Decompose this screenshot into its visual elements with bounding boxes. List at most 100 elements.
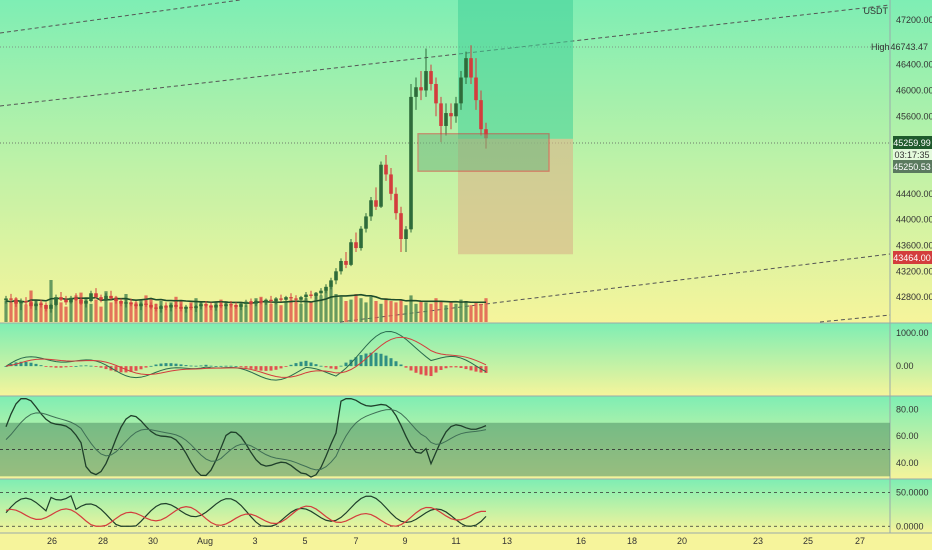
macd-histogram-bar [44,366,48,367]
long-position-tool[interactable] [458,0,573,255]
macd-histogram-bar [214,366,218,367]
volume-bar [169,302,173,322]
candle-body [319,290,323,294]
candle-body [49,304,53,309]
macd-histogram-bar [439,366,443,370]
volume-bar [334,294,338,322]
macd-histogram-bar [284,366,288,367]
candle-body [269,299,273,302]
candle-body [134,304,138,307]
candle-body [229,304,233,306]
macd-histogram-bar [279,366,283,369]
candle-body [59,297,63,300]
candle-body [259,301,263,303]
candle-body [104,295,108,300]
macd-signal-line [5,336,487,378]
range-rectangle[interactable] [417,133,550,172]
macd-histogram-bar [249,366,253,369]
rsi-ma-line [5,409,487,471]
rsi-indicator [0,398,890,478]
range-box[interactable] [417,133,550,172]
macd-histogram-bar [319,365,323,367]
candle-body [144,303,148,305]
macd-histogram-bar [189,365,193,367]
currency-label: USDT [864,6,889,16]
volume-bar [424,302,428,322]
macd-histogram-bar [399,364,403,367]
candle-body [94,293,98,298]
volume-bar [179,301,183,322]
candle-body [64,299,68,303]
volume-bar [144,295,148,322]
dmi-panel-bg [0,479,932,533]
price-axis-tick: 80.00 [896,404,919,414]
macd-histogram-bar [99,366,103,368]
macd-histogram-bar [139,366,143,370]
volume-bar [94,299,98,322]
candle-body [204,304,208,306]
volume-bar [284,302,288,322]
macd-histogram-bar [434,366,438,373]
trendline[interactable] [0,0,241,34]
candle-body [224,304,228,307]
candle-body [274,298,278,302]
candle-body [264,299,268,303]
candle-body [459,77,463,104]
candle-body [359,228,363,249]
volume-bar [374,301,378,322]
macd-histogram-bar [269,366,273,371]
candle-body [119,301,123,304]
high-value: 46743.47 [890,42,928,52]
volume-bar [324,289,328,322]
volume-bar [139,299,143,322]
dmi-minus-line [5,505,487,527]
macd-histogram-bar [114,366,118,372]
macd-histogram-bar [414,366,418,373]
macd-histogram-bar [59,366,63,368]
candle-body [369,200,373,217]
macd-histogram-bar [159,363,163,367]
candle-body [189,306,193,309]
candle-body [69,297,73,303]
time-axis-tick: 11 [451,536,460,546]
candle-body [84,301,88,304]
macd-histogram-bar [379,353,383,367]
macd-histogram-bar [119,366,123,373]
candle-body [149,304,153,308]
volume-bar [69,301,73,322]
time-axis-bg [0,533,932,550]
price-axis-tick: 47200.00 [896,15,932,25]
volume-bar [274,301,278,322]
time-axis-tick: 5 [302,536,307,546]
time-axis-tick: 26 [47,536,57,546]
trendline[interactable] [0,4,891,107]
candle-body [419,87,423,91]
macd-histogram-bar [424,366,428,376]
volume-bar [114,296,118,322]
macd-histogram-bar [104,366,108,370]
volume-bar [379,303,383,322]
time-axis-tick: 30 [148,536,158,546]
volume-bar [134,302,138,322]
candle-body [89,293,93,302]
candle-body [214,304,218,308]
macd-histogram-bar [144,366,148,368]
candle-body [174,304,178,307]
macd-histogram-bar [154,364,158,367]
volume-bar [299,303,303,322]
macd-histogram-bar [294,363,298,367]
macd-histogram-bar [344,362,348,367]
volume-bar [4,301,8,322]
trendline[interactable] [819,314,891,323]
candle-body [109,295,113,299]
macd-histogram-bar [419,366,423,375]
volume-bar [9,302,13,322]
macd-histogram-bar [209,365,213,367]
position-target-zone[interactable] [458,0,573,139]
candle-body [479,100,483,130]
volume-bar [149,298,153,322]
volume-bar [89,303,93,322]
macd-histogram-bar [359,355,363,367]
volume-bar [434,298,438,322]
